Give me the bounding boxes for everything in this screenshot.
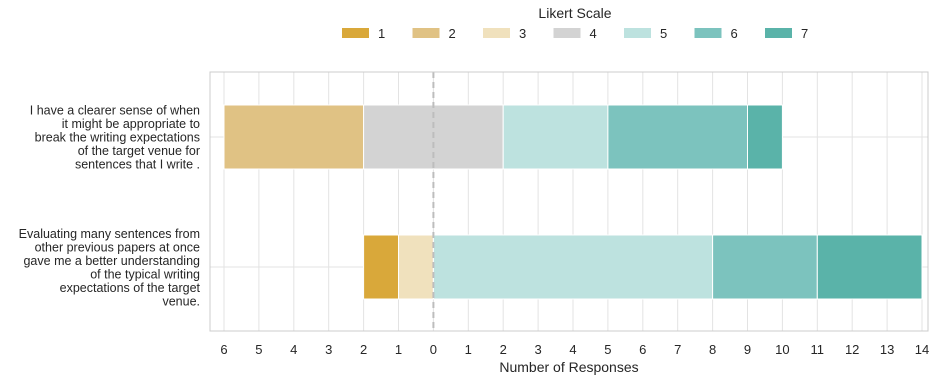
x-tick-label: 3	[534, 342, 541, 357]
x-tick-label: 6	[639, 342, 646, 357]
legend-swatch	[694, 28, 722, 38]
x-tick-label: 5	[604, 342, 611, 357]
legend-label: 3	[519, 26, 526, 41]
legend-entry-6: 6	[694, 26, 738, 41]
category-label: I have a clearer sense of when it might b…	[30, 104, 200, 172]
bar-segment-2	[223, 104, 365, 170]
x-tick-label: 14	[915, 342, 929, 357]
legend-entry-5: 5	[624, 26, 667, 41]
legend-label: 2	[449, 26, 456, 41]
x-tick-label: 7	[674, 342, 681, 357]
x-tick-label: 4	[569, 342, 576, 357]
bar-segment-1	[363, 234, 400, 300]
bar-segment-7	[816, 234, 923, 300]
x-axis-label: Number of Responses	[499, 359, 638, 375]
legend-entry-2: 2	[412, 26, 456, 41]
x-tick-label: 11	[811, 342, 825, 357]
x-tick-label: 6	[220, 342, 227, 357]
x-tick-label: 12	[845, 342, 859, 357]
x-tick-label: 0	[430, 342, 437, 357]
legend: 1 2 3 4 5 6 7	[342, 26, 808, 41]
x-tick-label: 2	[360, 342, 367, 357]
x-tick-label: 8	[709, 342, 716, 357]
plot-frame	[209, 71, 929, 332]
legend-label: 6	[731, 26, 738, 41]
bar-segment-6	[607, 104, 749, 170]
bar-segment-7	[747, 104, 783, 170]
x-tick-label: 1	[395, 342, 402, 357]
x-tick-label: 1	[465, 342, 472, 357]
legend-label: 5	[660, 26, 667, 41]
legend-entry-4: 4	[553, 26, 597, 41]
legend-label: 1	[378, 26, 385, 41]
legend-swatch	[342, 28, 369, 38]
y-category-labels: I have a clearer sense of when it might b…	[19, 104, 201, 309]
bar-segment-5	[502, 104, 609, 170]
x-tick-labels: 6 5 4 3 2 1 0 1 2 3 4 5 6 7 8 9 10 11 12 13 14	[220, 342, 929, 357]
bar-segment-6	[712, 234, 818, 300]
bar-segment-3	[398, 234, 434, 300]
x-tick-label: 5	[255, 342, 262, 357]
legend-label: 4	[590, 26, 597, 41]
x-tick-label: 3	[325, 342, 332, 357]
category-label: Evaluating many sentences from other prev…	[19, 227, 201, 309]
x-tick-label: 2	[500, 342, 507, 357]
x-tick-label: 4	[290, 342, 297, 357]
legend-entry-7: 7	[765, 26, 808, 41]
x-tick-label: 10	[775, 342, 789, 357]
legend-swatch	[765, 28, 792, 38]
x-tick-label: 9	[744, 342, 751, 357]
legend-title: Likert Scale	[538, 5, 611, 21]
bar-segment-5	[432, 234, 714, 300]
legend-label: 7	[801, 26, 808, 41]
legend-entry-3: 3	[483, 26, 526, 41]
legend-swatch	[624, 28, 651, 38]
legend-swatch	[483, 28, 510, 38]
legend-entry-1: 1	[342, 26, 385, 41]
legend-swatch	[412, 28, 440, 38]
x-tick-label: 13	[880, 342, 894, 357]
legend-swatch	[553, 28, 581, 38]
